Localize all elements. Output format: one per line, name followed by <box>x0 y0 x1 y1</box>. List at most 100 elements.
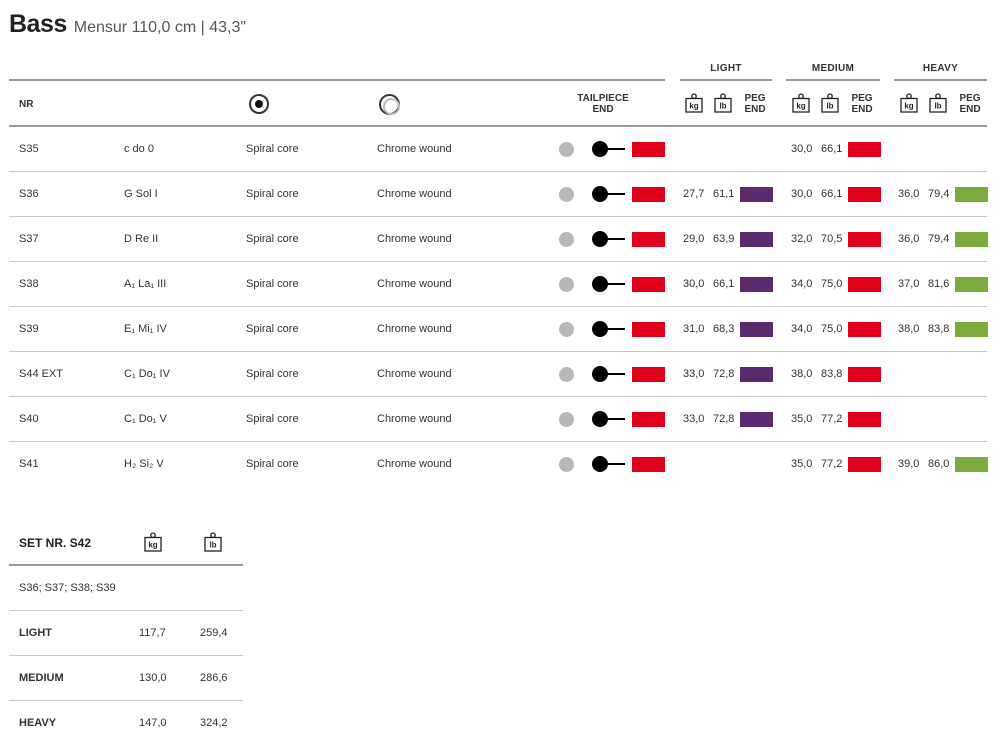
row-divider <box>9 351 987 352</box>
string-winding: Chrome wound <box>377 413 452 425</box>
medium-lb: 66,1 <box>821 188 843 200</box>
spiral-core-icon <box>249 94 269 114</box>
set-row-label: MEDIUM <box>19 672 64 684</box>
string-core: Spiral core <box>246 413 299 425</box>
string-note: D Re II <box>124 233 159 245</box>
string-winding: Chrome wound <box>377 188 452 200</box>
header-peg-end-light: PEG END <box>741 93 769 115</box>
table-row: S44 EXT C₁ Do₁ IV Spiral core Chrome wound 3… <box>0 352 1000 397</box>
row-divider <box>9 396 987 397</box>
light-kg: 27,7 <box>683 188 705 200</box>
medium-peg-color-swatch <box>848 367 881 382</box>
ball-end-icon <box>592 366 626 382</box>
loop-end-icon <box>559 412 574 427</box>
row-divider <box>9 306 987 307</box>
medium-kg: 35,0 <box>791 458 813 470</box>
loop-end-icon <box>559 142 574 157</box>
tailpiece-color-swatch <box>632 232 665 247</box>
header-peg-line2: END <box>851 104 873 115</box>
header-peg-line1: PEG <box>851 93 873 104</box>
kg-weight-icon: kg <box>685 93 703 113</box>
svg-text:kg: kg <box>148 541 157 550</box>
header-tailpiece-end: TAILPIECE END <box>573 93 633 115</box>
tailpiece-color-swatch <box>632 142 665 157</box>
set-title: SET NR. S42 <box>19 536 92 550</box>
loop-end-icon <box>559 232 574 247</box>
tailpiece-color-swatch <box>632 322 665 337</box>
medium-peg-color-swatch <box>848 457 881 472</box>
kg-weight-icon: kg <box>144 532 162 552</box>
svg-text:kg: kg <box>689 102 698 111</box>
heavy-peg-color-swatch <box>955 322 988 337</box>
table-row: S39 E₁ Mi₁ IV Spiral core Chrome wound 31,0 6… <box>0 307 1000 352</box>
loop-end-icon <box>559 187 574 202</box>
set-row-divider <box>9 655 243 656</box>
group-medium-label: MEDIUM <box>811 63 855 74</box>
heavy-lb: 83,8 <box>928 323 950 335</box>
heavy-peg-color-swatch <box>955 232 988 247</box>
medium-peg-color-swatch <box>848 412 881 427</box>
string-note: G Sol I <box>124 188 158 200</box>
string-nr: S38 <box>19 278 39 290</box>
string-winding: Chrome wound <box>377 233 452 245</box>
svg-text:kg: kg <box>796 102 805 111</box>
string-nr: S36 <box>19 188 39 200</box>
group-medium-rule <box>786 79 880 81</box>
string-note: C₁ Do₁ IV <box>124 368 170 380</box>
header-peg-line1: PEG <box>959 93 981 104</box>
ball-end-icon <box>592 231 626 247</box>
ball-end-icon <box>592 141 626 157</box>
string-nr: S39 <box>19 323 39 335</box>
string-nr: S44 EXT <box>19 368 64 380</box>
kg-weight-icon: kg <box>792 93 810 113</box>
set-row-divider <box>9 700 243 701</box>
light-peg-color-swatch <box>740 412 773 427</box>
light-kg: 31,0 <box>683 323 705 335</box>
group-heavy-label: HEAVY <box>922 63 959 74</box>
table-row: S38 A₁ La₁ III Spiral core Chrome wound 30,0… <box>0 262 1000 307</box>
medium-peg-color-swatch <box>848 187 881 202</box>
set-row: LIGHT 117,7 259,4 <box>0 611 245 656</box>
tailpiece-color-swatch <box>632 277 665 292</box>
light-peg-color-swatch <box>740 232 773 247</box>
table-row: S41 H₂ Si₂ V Spiral core Chrome wound 35,0 77… <box>0 442 1000 487</box>
svg-text:lb: lb <box>209 541 216 550</box>
page-title: Bass Mensur 110,0 cm | 43,3" <box>9 10 246 39</box>
table-row: S35 c do 0 Spiral core Chrome wound 30,0 66,1 <box>0 127 1000 172</box>
string-note: A₁ La₁ III <box>124 278 167 290</box>
svg-text:lb: lb <box>826 102 833 111</box>
header-tailpiece-line2: END <box>592 104 614 115</box>
table-row: S37 D Re II Spiral core Chrome wound 29,0 63,… <box>0 217 1000 262</box>
string-winding: Chrome wound <box>377 278 452 290</box>
string-core: Spiral core <box>246 188 299 200</box>
title-scale: Mensur 110,0 cm | 43,3" <box>73 19 247 36</box>
row-divider <box>9 441 987 442</box>
set-row: MEDIUM 130,0 286,6 <box>0 656 245 701</box>
light-lb: 72,8 <box>713 413 735 425</box>
set-header-rule <box>9 564 243 566</box>
set-row-kg: 130,0 <box>139 672 167 684</box>
lb-weight-icon: lb <box>204 532 222 552</box>
ball-end-icon <box>592 411 626 427</box>
ball-end-icon <box>592 186 626 202</box>
string-winding: Chrome wound <box>377 368 452 380</box>
string-nr: S37 <box>19 233 39 245</box>
string-note: H₂ Si₂ V <box>124 458 164 470</box>
heavy-lb: 86,0 <box>928 458 950 470</box>
light-kg: 33,0 <box>683 368 705 380</box>
string-winding: Chrome wound <box>377 143 452 155</box>
light-peg-color-swatch <box>740 322 773 337</box>
medium-kg: 35,0 <box>791 413 813 425</box>
tailpiece-color-swatch <box>632 457 665 472</box>
string-core: Spiral core <box>246 368 299 380</box>
ball-end-icon <box>592 276 626 292</box>
ball-end-icon <box>592 456 626 472</box>
medium-peg-color-swatch <box>848 322 881 337</box>
medium-lb: 83,8 <box>821 368 843 380</box>
svg-text:lb: lb <box>719 102 726 111</box>
heavy-lb: 81,6 <box>928 278 950 290</box>
header-tailpiece-line1: TAILPIECE <box>577 93 629 104</box>
set-row-kg: 117,7 <box>139 627 166 639</box>
light-peg-color-swatch <box>740 277 773 292</box>
heavy-peg-color-swatch <box>955 457 988 472</box>
